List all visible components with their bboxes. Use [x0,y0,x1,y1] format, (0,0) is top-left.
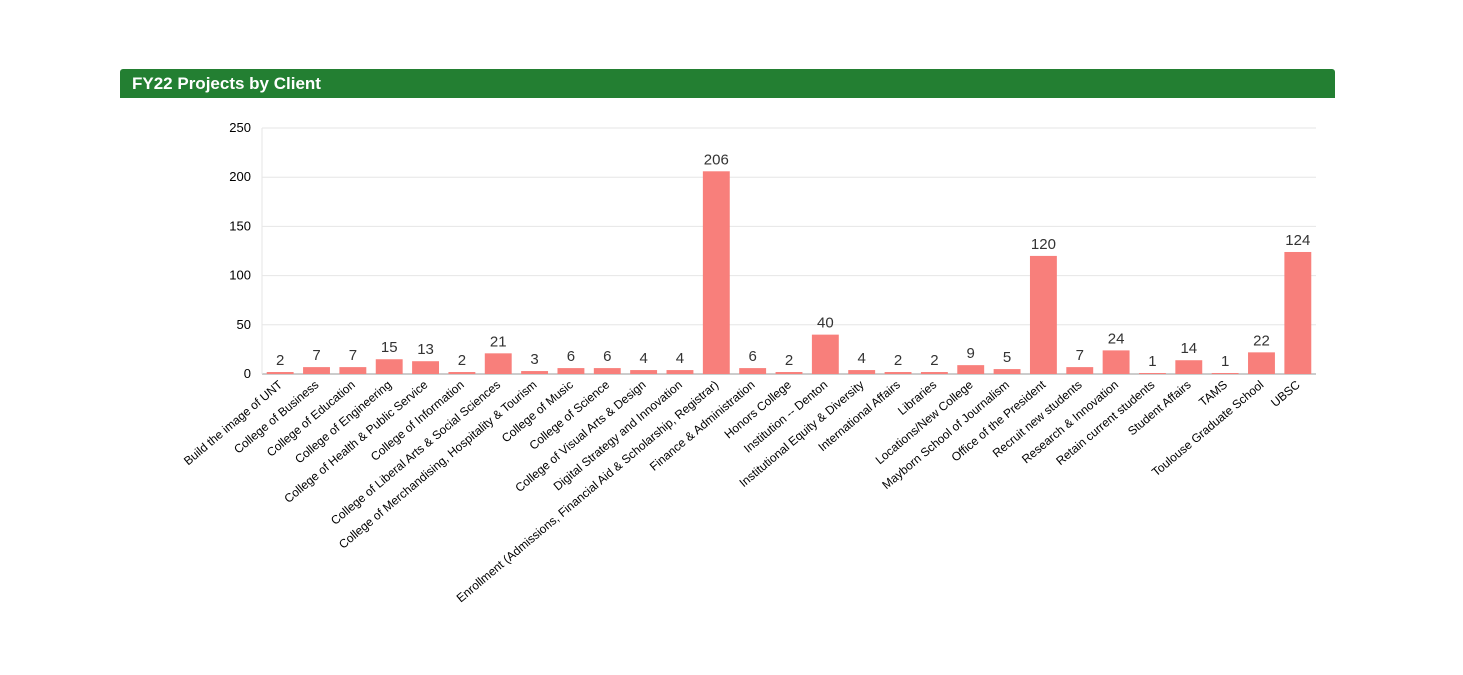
bar-value-label: 120 [1031,236,1056,253]
bar-value-label: 1 [1221,353,1229,370]
bar [412,361,439,374]
bar [666,370,694,374]
bar-value-label: 2 [785,352,793,369]
bar-value-label: 14 [1180,340,1197,357]
bar [266,372,294,374]
bar [521,371,549,374]
bar-value-label: 7 [312,347,320,364]
bar-value-label: 7 [349,347,357,364]
bar-value-label: 6 [748,348,756,365]
bar-value-label: 5 [1003,349,1011,366]
bar-value-label: 6 [603,348,611,365]
bar [1066,367,1094,374]
bar-value-label: 6 [567,348,575,365]
bar-value-label: 2 [458,352,466,369]
bar-value-label: 21 [490,333,507,350]
bar [1211,373,1239,374]
bar-value-label: 2 [930,352,938,369]
bar-value-label: 4 [639,350,647,367]
bar [448,372,476,374]
x-tick-label: Student Affairs [1125,378,1194,439]
bar [739,368,767,374]
bar [1175,360,1203,374]
bar-value-label: 7 [1076,347,1084,364]
bar [557,368,585,374]
bar [1248,352,1275,374]
bar-value-label: 9 [967,345,975,362]
bar [1139,373,1166,374]
bar [339,367,367,374]
y-tick-label: 150 [229,218,251,233]
bar [303,367,330,374]
bar-value-label: 206 [704,151,729,168]
y-tick-label: 0 [244,366,251,381]
x-tick-label: UBSC [1268,377,1303,409]
bar [630,370,658,374]
bar-value-label: 2 [276,352,284,369]
bar [993,369,1021,374]
chart-panel-header: FY22 Projects by Client [120,69,1335,98]
bar [1102,350,1130,374]
bar [920,372,948,374]
bar [1284,251,1312,374]
bar [1029,255,1057,374]
bar [775,372,803,374]
y-tick-label: 200 [229,169,251,184]
bar [884,372,912,374]
bar-value-label: 15 [381,339,398,356]
bar [811,334,839,374]
bar-value-label: 4 [858,350,866,367]
bar-value-label: 124 [1285,232,1310,249]
bar-value-label: 2 [894,352,902,369]
bar [484,353,512,374]
bar-value-label: 4 [676,350,684,367]
bar-value-label: 24 [1108,330,1125,347]
bar-value-label: 13 [417,341,434,358]
y-tick-label: 50 [237,317,251,332]
bar [848,370,876,374]
bar [957,365,985,374]
bar [375,359,403,374]
bar [702,171,730,374]
bar-value-label: 40 [817,315,834,332]
y-tick-label: 250 [229,120,251,135]
bar-value-label: 3 [530,351,538,368]
bar [593,368,621,374]
bar-value-label: 1 [1148,353,1156,370]
chart-title: FY22 Projects by Client [132,74,321,93]
bar-value-label: 22 [1253,332,1270,349]
y-tick-label: 100 [229,268,251,283]
